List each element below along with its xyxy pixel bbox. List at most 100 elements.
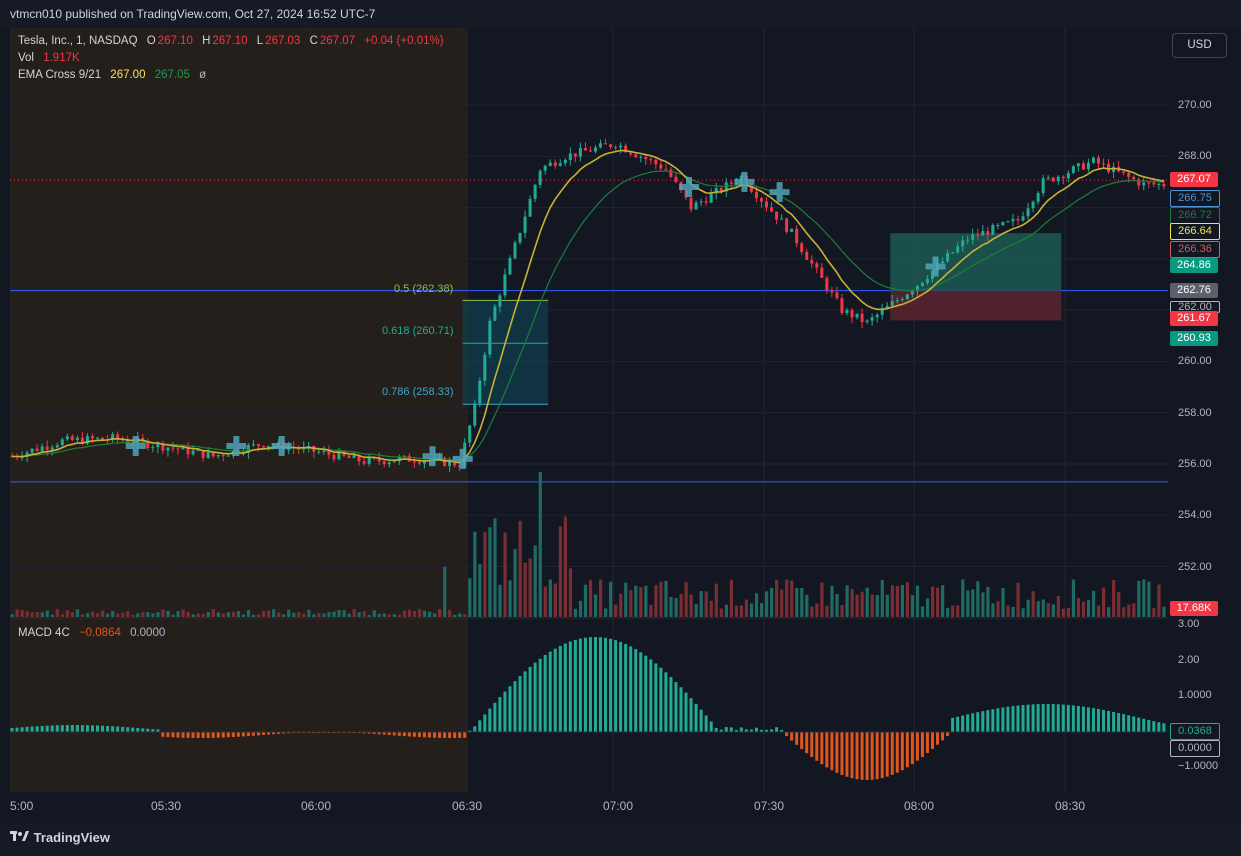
macd-histogram-bar: [619, 641, 623, 732]
candle-body: [226, 455, 230, 457]
volume-legend: Vol 1.917K: [18, 52, 82, 64]
volume-value: 1.917K: [43, 52, 80, 64]
macd-histogram-bar: [412, 732, 416, 737]
candle-body: [1051, 177, 1055, 182]
candle-body: [951, 252, 955, 254]
volume-bar: [900, 585, 905, 617]
candle-body: [443, 457, 447, 466]
ema-label[interactable]: EMA Cross 9/21: [18, 69, 102, 81]
volume-bar: [60, 614, 64, 617]
candle-body: [729, 182, 733, 184]
macd-histogram-bar: [20, 727, 24, 732]
volume-bar: [493, 518, 497, 617]
macd-histogram-bar: [930, 732, 934, 749]
candle-body: [719, 187, 723, 192]
volume-tag: 17.68K: [1170, 601, 1218, 616]
chart-area[interactable]: [10, 28, 1168, 792]
tradingview-logo[interactable]: TradingView: [10, 830, 110, 845]
candle-body: [1137, 179, 1141, 186]
candle-body: [30, 448, 34, 453]
candle-body: [946, 253, 950, 262]
macd-histogram-bar: [277, 732, 281, 734]
candle-body: [523, 216, 527, 233]
volume-label[interactable]: Vol: [18, 52, 34, 64]
ema-slow-value: 267.05: [154, 69, 190, 81]
candle-body: [845, 310, 849, 314]
candle-body: [654, 159, 658, 165]
candle-body: [900, 299, 904, 301]
volume-bar: [448, 609, 452, 617]
macd-histogram-bar: [679, 687, 683, 732]
candle-body: [910, 291, 914, 295]
candle-body: [20, 456, 24, 458]
volume-bar: [634, 585, 638, 617]
volume-bar: [629, 590, 633, 617]
macd-histogram-bar: [35, 726, 39, 732]
macd-histogram-bar: [1081, 706, 1085, 732]
price-chart-svg[interactable]: [10, 28, 1168, 792]
candle-body: [714, 187, 718, 194]
macd-histogram-bar: [649, 659, 653, 732]
volume-bar: [513, 549, 517, 617]
macd-tag: 0.0000: [1170, 740, 1220, 757]
volume-bar: [126, 611, 130, 617]
long-position-target-zone: [890, 233, 1062, 291]
candle-body: [262, 445, 265, 448]
volume-bar: [523, 562, 527, 617]
volume-bar: [236, 611, 241, 617]
macd-histogram-bar: [30, 726, 34, 732]
candle-body: [488, 320, 492, 355]
high-label: H: [202, 35, 211, 47]
candle-body: [1162, 183, 1166, 187]
macd-histogram-bar: [377, 732, 381, 735]
macd-histogram-bar: [136, 728, 140, 732]
macd-histogram-bar: [599, 637, 603, 732]
candle-body: [151, 447, 155, 449]
volume-bar: [704, 591, 708, 617]
macd-histogram-bar: [181, 732, 185, 738]
macd-histogram-bar: [25, 726, 29, 732]
macd-histogram-bar: [50, 725, 54, 732]
macd-histogram-bar: [729, 727, 733, 732]
macd-label[interactable]: MACD 4C: [18, 627, 70, 639]
volume-bar: [593, 594, 598, 617]
symbol-name[interactable]: Tesla, Inc., 1, NASDAQ: [18, 35, 138, 47]
candle-body: [453, 460, 457, 466]
volume-bar: [347, 613, 351, 617]
macd-histogram-bar: [689, 698, 693, 732]
macd-histogram-bar: [262, 732, 265, 735]
candle-body: [513, 242, 517, 259]
candle-body: [669, 169, 673, 177]
candle-body: [588, 150, 592, 152]
candle-body: [533, 184, 537, 199]
macd-histogram-bar: [141, 728, 145, 732]
macd-histogram-bar: [775, 727, 779, 732]
candle-body: [543, 165, 547, 171]
macd-tag: 0.0368: [1170, 723, 1220, 740]
candle-body: [1056, 176, 1060, 182]
macd-histogram-bar: [478, 720, 482, 732]
macd-histogram-bar: [694, 703, 698, 732]
macd-histogram-bar: [221, 732, 225, 738]
volume-bar: [619, 593, 623, 617]
candle-body: [986, 231, 990, 235]
candle-body: [352, 455, 356, 459]
volume-bar: [1117, 591, 1121, 617]
candle-body: [593, 147, 597, 152]
macd-histogram-bar: [956, 716, 960, 732]
candle-body: [558, 163, 562, 166]
price-tag: 264.86: [1170, 258, 1218, 273]
currency-button[interactable]: USD: [1172, 33, 1227, 58]
macd-histogram-bar: [70, 725, 74, 732]
candle-body: [895, 300, 899, 302]
candle-body: [458, 465, 462, 468]
candle-body: [780, 218, 784, 220]
volume-bar: [503, 532, 507, 617]
candle-body: [1001, 222, 1005, 225]
volume-bar: [262, 610, 266, 617]
macd-histogram-bar: [925, 732, 929, 754]
candle-body: [221, 455, 225, 457]
macd-histogram-bar: [1107, 710, 1111, 732]
volume-bar: [744, 599, 749, 617]
macd-histogram-bar: [96, 725, 100, 732]
